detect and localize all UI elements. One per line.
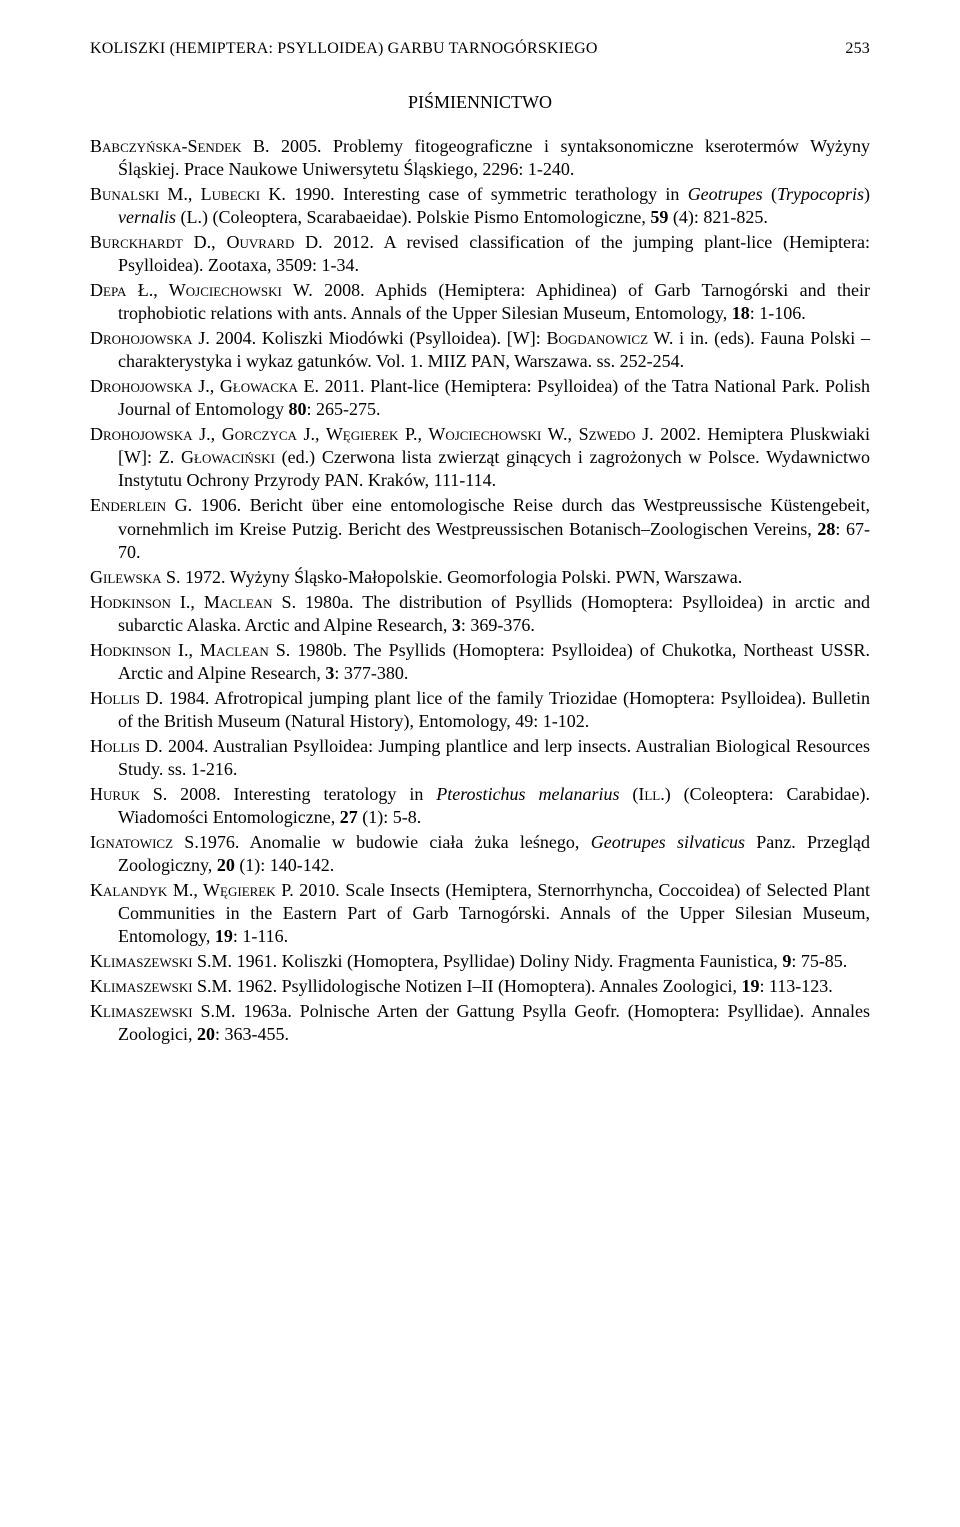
reference-italic: Geotrupes bbox=[688, 184, 763, 204]
reference-author: Hodkinson I., Maclean S. bbox=[90, 592, 296, 612]
reference-author: Drohojowska J., Gorczyca J., Węgierek P.… bbox=[90, 424, 654, 444]
reference-author: Depa Ł., Wojciechowski W. bbox=[90, 280, 313, 300]
reference-entry: Bunalski M., Lubecki K. 1990. Interestin… bbox=[90, 183, 870, 229]
reference-entry: Klimaszewski S.M. 1963a. Polnische Arten… bbox=[90, 1000, 870, 1046]
reference-entry: Enderlein G. 1906. Bericht über eine ent… bbox=[90, 494, 870, 563]
reference-author: Hollis D. bbox=[90, 688, 163, 708]
reference-author: Gilewska S. bbox=[90, 567, 181, 587]
reference-entry: Drohojowska J. 2004. Koliszki Miodówki (… bbox=[90, 327, 870, 373]
reference-entry: Klimaszewski S.M. 1962. Psyllidologische… bbox=[90, 975, 870, 998]
page: KOLISZKI (HEMIPTERA: PSYLLOIDEA) GARBU T… bbox=[0, 0, 960, 1108]
reference-author: Drohojowska J. bbox=[90, 328, 210, 348]
reference-volume: 3 bbox=[325, 663, 334, 683]
reference-author: Burckhardt D., Ouvrard D. bbox=[90, 232, 323, 252]
reference-author: Hodkinson I., Maclean S. bbox=[90, 640, 290, 660]
reference-entry: Hollis D. 1984. Afrotropical jumping pla… bbox=[90, 687, 870, 733]
reference-author: Ignatowicz S. bbox=[90, 832, 199, 852]
reference-italic: Pterostichus melanarius bbox=[436, 784, 619, 804]
running-head-left: KOLISZKI (HEMIPTERA: PSYLLOIDEA) GARBU T… bbox=[90, 40, 598, 58]
reference-entry: Kalandyk M., Węgierek P. 2010. Scale Ins… bbox=[90, 879, 870, 948]
reference-italic: vernalis bbox=[118, 207, 176, 227]
reference-author: Kalandyk M., Węgierek P. bbox=[90, 880, 294, 900]
reference-author: Klimaszewski S.M. bbox=[90, 976, 232, 996]
reference-entry: Drohojowska J., Głowacka E. 2011. Plant-… bbox=[90, 375, 870, 421]
reference-author: Enderlein G. bbox=[90, 495, 192, 515]
reference-smallcaps: Ill. bbox=[638, 784, 664, 804]
reference-entry: Burckhardt D., Ouvrard D. 2012. A revise… bbox=[90, 231, 870, 277]
reference-volume: 19 bbox=[741, 976, 759, 996]
reference-entry: Klimaszewski S.M. 1961. Koliszki (Homopt… bbox=[90, 950, 870, 973]
reference-volume: 18 bbox=[732, 303, 750, 323]
reference-volume: 3 bbox=[452, 615, 461, 635]
reference-entry: Huruk S. 2008. Interesting teratology in… bbox=[90, 783, 870, 829]
reference-author: Hollis D. bbox=[90, 736, 163, 756]
reference-entry: Hodkinson I., Maclean S. 1980a. The dist… bbox=[90, 591, 870, 637]
reference-italic: Trypocopris bbox=[777, 184, 864, 204]
reference-smallcaps: Bogdanowicz W. bbox=[546, 328, 673, 348]
section-title: PIŚMIENNICTWO bbox=[90, 92, 870, 113]
reference-entry: Babczyńska-Sendek B. 2005. Problemy fito… bbox=[90, 135, 870, 181]
reference-italic: Geotrupes silvaticus bbox=[591, 832, 745, 852]
reference-entry: Depa Ł., Wojciechowski W. 2008. Aphids (… bbox=[90, 279, 870, 325]
reference-volume: 19 bbox=[215, 926, 233, 946]
reference-smallcaps: Głowaciński bbox=[181, 447, 275, 467]
reference-volume: 59 bbox=[650, 207, 668, 227]
reference-list: Babczyńska-Sendek B. 2005. Problemy fito… bbox=[90, 135, 870, 1046]
reference-entry: Ignatowicz S.1976. Anomalie w budowie ci… bbox=[90, 831, 870, 877]
reference-volume: 20 bbox=[217, 855, 235, 875]
running-head-page-number: 253 bbox=[845, 40, 870, 58]
reference-author: Babczyńska-Sendek B. bbox=[90, 136, 270, 156]
reference-entry: Gilewska S. 1972. Wyżyny Śląsko-Małopols… bbox=[90, 566, 870, 589]
reference-author: Bunalski M., Lubecki K. bbox=[90, 184, 286, 204]
running-head: KOLISZKI (HEMIPTERA: PSYLLOIDEA) GARBU T… bbox=[90, 40, 870, 58]
reference-entry: Drohojowska J., Gorczyca J., Węgierek P.… bbox=[90, 423, 870, 492]
reference-entry: Hodkinson I., Maclean S. 1980b. The Psyl… bbox=[90, 639, 870, 685]
reference-volume: 80 bbox=[288, 399, 306, 419]
reference-author: Klimaszewski S.M. bbox=[90, 1001, 235, 1021]
reference-entry: Hollis D. 2004. Australian Psylloidea: J… bbox=[90, 735, 870, 781]
reference-volume: 9 bbox=[782, 951, 791, 971]
reference-author: Klimaszewski S.M. bbox=[90, 951, 232, 971]
reference-author: Drohojowska J., Głowacka E. bbox=[90, 376, 319, 396]
reference-volume: 28 bbox=[817, 519, 835, 539]
reference-volume: 27 bbox=[340, 807, 358, 827]
reference-volume: 20 bbox=[197, 1024, 215, 1044]
reference-author: Huruk S. bbox=[90, 784, 167, 804]
